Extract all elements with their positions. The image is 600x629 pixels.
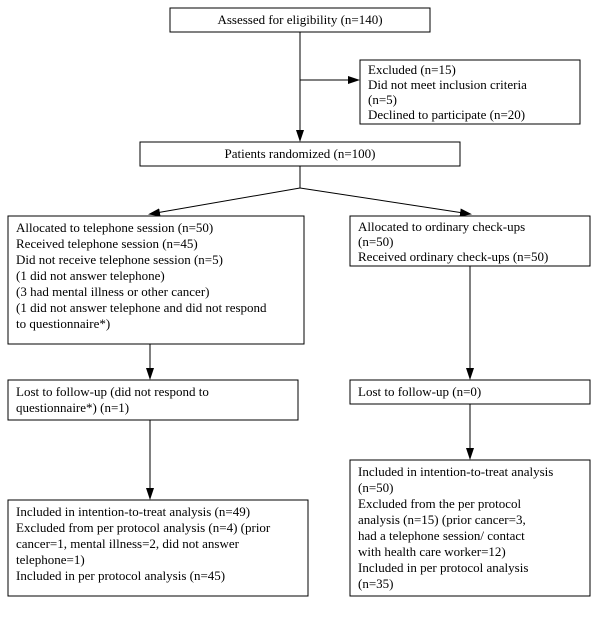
node-incl-left-l2: cancer=1, mental illness=2, did not answ…: [16, 536, 240, 551]
node-excluded-l3: Declined to participate (n=20): [368, 107, 525, 122]
edge-randomized-left: [150, 188, 300, 214]
node-randomized-text: Patients randomized (n=100): [224, 146, 375, 161]
node-lost-left-l0: Lost to follow-up (did not respond to: [16, 384, 209, 399]
node-alloc-right-l0: Allocated to ordinary check-ups: [358, 219, 525, 234]
node-excluded-l1: Did not meet inclusion criteria: [368, 77, 527, 92]
node-alloc-left-l6: to questionnaire*): [16, 316, 110, 331]
node-alloc-right-l1: (n=50): [358, 234, 394, 249]
node-alloc-left-l5: (1 did not answer telephone and did not …: [16, 300, 267, 315]
node-incl-right-l1: (n=50): [358, 480, 394, 495]
node-incl-left-l4: Included in per protocol analysis (n=45): [16, 568, 225, 583]
edge-randomized-right: [300, 188, 470, 214]
node-lost-left-l1: questionnaire*) (n=1): [16, 400, 129, 415]
node-incl-left-l0: Included in intention-to-treat analysis …: [16, 504, 250, 519]
node-incl-right-l3: analysis (n=15) (prior cancer=3,: [358, 512, 526, 527]
node-incl-right-l7: (n=35): [358, 576, 394, 591]
node-alloc-left-l3: (1 did not answer telephone): [16, 268, 165, 283]
node-excluded-l0: Excluded (n=15): [368, 62, 456, 77]
node-incl-left-l1: Excluded from per protocol analysis (n=4…: [16, 520, 271, 535]
node-incl-left-l3: telephone=1): [16, 552, 85, 567]
node-alloc-right-l2: Received ordinary check-ups (n=50): [358, 249, 548, 264]
node-incl-right-l5: with health care worker=12): [358, 544, 506, 559]
node-alloc-left-l0: Allocated to telephone session (n=50): [16, 220, 213, 235]
node-lost-right-l0: Lost to follow-up (n=0): [358, 384, 481, 399]
node-incl-right-l4: had a telephone session/ contact: [358, 528, 525, 543]
node-alloc-left-l2: Did not receive telephone session (n=5): [16, 252, 223, 267]
node-excluded-l2: (n=5): [368, 92, 397, 107]
node-alloc-left-l1: Received telephone session (n=45): [16, 236, 198, 251]
node-alloc-left-l4: (3 had mental illness or other cancer): [16, 284, 209, 299]
node-incl-right-l6: Included in per protocol analysis: [358, 560, 528, 575]
node-incl-right-l0: Included in intention-to-treat analysis: [358, 464, 553, 479]
node-assessed-text: Assessed for eligibility (n=140): [217, 12, 382, 27]
node-incl-right-l2: Excluded from the per protocol: [358, 496, 522, 511]
flowchart: Assessed for eligibility (n=140) Exclude…: [0, 0, 600, 629]
